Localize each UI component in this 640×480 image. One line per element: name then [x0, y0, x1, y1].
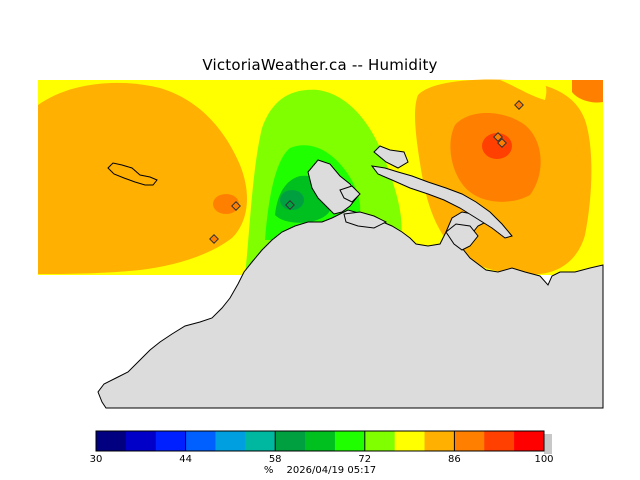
- land-islands: [373, 145, 409, 169]
- map-title: VictoriaWeather.ca -- Humidity: [202, 56, 438, 74]
- unit-label: %: [263, 465, 274, 476]
- colorbar-cell: [514, 431, 545, 451]
- colorbar-tick-label: 86: [448, 454, 461, 465]
- humidity-contour-west-spot: [213, 194, 239, 214]
- land-mass: [97, 209, 604, 409]
- colorbar-cell: [215, 431, 246, 451]
- colorbar-cell: [96, 431, 127, 451]
- colorbar-cell: [424, 431, 455, 451]
- humidity-contour-northeast: [572, 80, 603, 103]
- colorbar-tick-label: 100: [534, 454, 554, 465]
- land-south-inlet: [343, 211, 388, 229]
- colorbar-tick-label: 30: [89, 454, 103, 465]
- colorbar-cell: [125, 431, 157, 451]
- colorbar-cell: [334, 431, 366, 451]
- colorbar-tick-label: 58: [268, 454, 282, 465]
- footer: % 2026/04/19 05:17: [0, 465, 640, 476]
- colorbar-cell: [155, 431, 187, 451]
- humidity-contour-west: [38, 82, 247, 274]
- colorbar-cell: [275, 431, 306, 451]
- station-marker: [209, 234, 219, 244]
- colorbar-cell: [484, 431, 515, 451]
- colorbar-cells: [96, 431, 545, 451]
- colorbar-cell: [245, 431, 276, 451]
- colorbar-cell: [454, 431, 485, 451]
- colorbar-cell: [305, 431, 336, 451]
- colorbar-cell: [394, 431, 426, 451]
- station-marker: [497, 138, 507, 148]
- timestamp: 2026/04/19 05:17: [286, 465, 377, 476]
- station-marker: [514, 100, 524, 110]
- humidity-contour-top-yellow: [500, 80, 547, 100]
- colorbar-cell: [185, 431, 216, 451]
- land-victoria: [307, 159, 359, 215]
- land-bay: [339, 185, 361, 203]
- lake-outline: [107, 162, 158, 186]
- station-marker: [493, 132, 503, 142]
- station-marker: [231, 201, 241, 211]
- station-marker: [285, 200, 295, 210]
- colorbar-ticks: [185, 431, 455, 451]
- land-east-shore: [445, 223, 479, 251]
- colorbar-cell: [364, 431, 396, 451]
- colorbar-tick-label: 72: [358, 454, 372, 465]
- colorbar-border: [95, 430, 545, 452]
- station-markers: [209, 100, 524, 244]
- humidity-contour-east-core: [482, 133, 512, 159]
- colorbar-shadow: [544, 434, 552, 454]
- colorbar-tick-label: 44: [179, 454, 192, 465]
- land-spit: [370, 165, 513, 239]
